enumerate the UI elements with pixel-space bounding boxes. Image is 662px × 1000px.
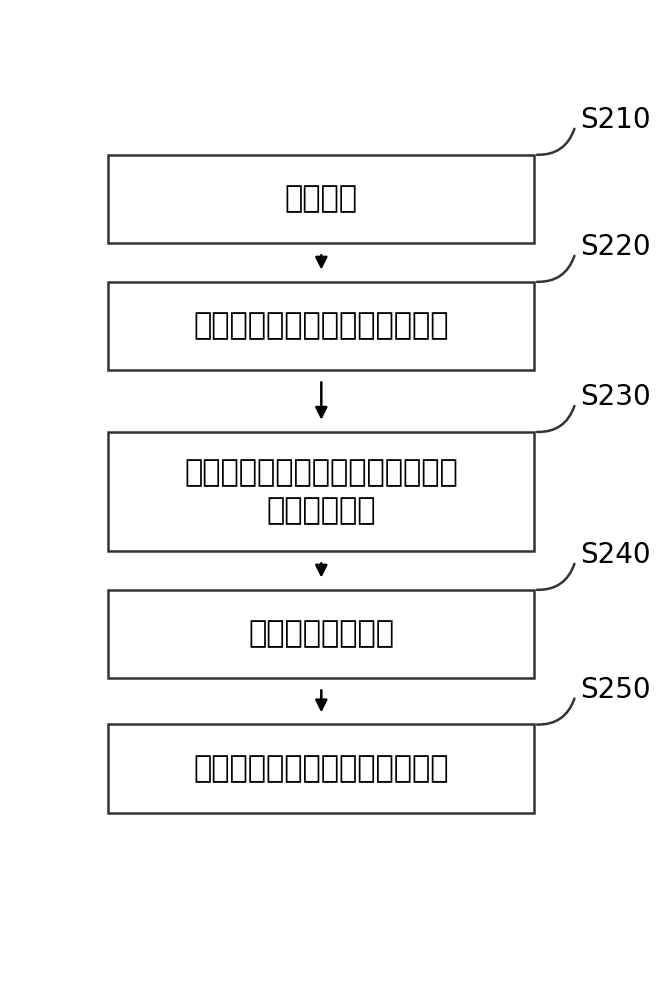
Text: 在第二金属层上形成第三金属层: 在第二金属层上形成第三金属层 — [193, 754, 449, 783]
Text: 图案化第二介质层: 图案化第二介质层 — [248, 619, 395, 648]
Bar — [109, 432, 534, 551]
Bar — [109, 155, 534, 243]
Bar — [109, 590, 534, 678]
Text: S210: S210 — [581, 106, 651, 134]
Bar — [109, 282, 534, 370]
Text: S220: S220 — [581, 233, 651, 261]
Text: S230: S230 — [581, 383, 651, 411]
Text: S250: S250 — [581, 676, 651, 704]
Text: 在第二金属层上和第一介质层上形
成第二介质层: 在第二金属层上和第一介质层上形 成第二介质层 — [185, 458, 458, 525]
Text: 获取基底: 获取基底 — [285, 184, 358, 213]
Text: S240: S240 — [581, 541, 651, 569]
Text: 在第一介质层上形成第二金属层: 在第一介质层上形成第二金属层 — [193, 311, 449, 340]
Bar — [109, 724, 534, 813]
